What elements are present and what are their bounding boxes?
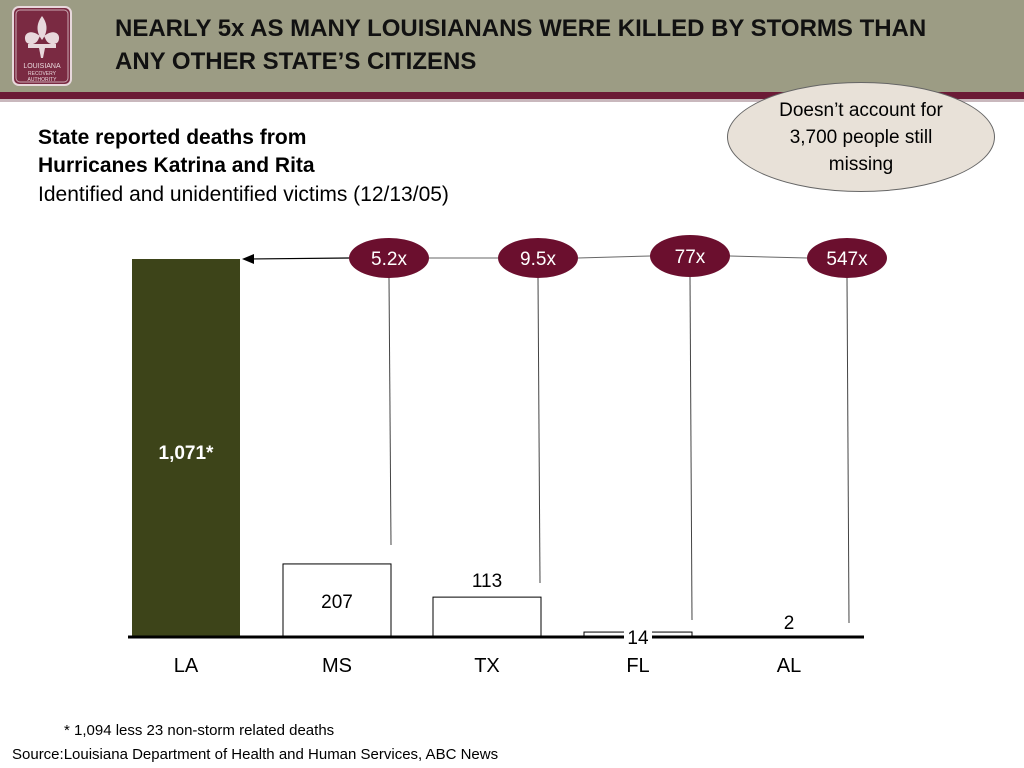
value-label-al: 2 bbox=[784, 613, 795, 634]
ratio-label-fl: 77x bbox=[675, 247, 706, 268]
bar-ms bbox=[282, 563, 392, 638]
missing-people-callout: Doesn’t account for 3,700 people still m… bbox=[727, 82, 995, 192]
connector-line-1 bbox=[577, 255, 651, 259]
connector-line-to-la bbox=[249, 257, 350, 260]
svg-text:AUTHORITY: AUTHORITY bbox=[28, 77, 58, 83]
ratio-label-al: 547x bbox=[826, 249, 868, 270]
ratio-bubble-al bbox=[807, 238, 887, 278]
louisiana-recovery-authority-logo: LOUISIANA RECOVERY AUTHORITY bbox=[12, 6, 72, 86]
bar-la bbox=[132, 259, 240, 637]
arrowhead-to-la bbox=[242, 254, 254, 264]
ratio-bubble-tx bbox=[498, 238, 578, 278]
footnote: * 1,094 less 23 non-storm related deaths bbox=[64, 722, 335, 739]
bar-tx bbox=[432, 596, 542, 638]
value-label-fl: 14 bbox=[627, 628, 649, 649]
ratio-label-tx: 9.5x bbox=[520, 249, 556, 270]
value-label-bg-fl bbox=[624, 627, 652, 647]
subtitle-line-2: Hurricanes Katrina and Rita bbox=[38, 154, 315, 177]
ratio-leader-line-tx bbox=[537, 277, 541, 584]
value-label-tx: 113 bbox=[472, 571, 502, 592]
ratio-label-ms: 5.2x bbox=[371, 249, 407, 270]
value-label-la: 1,071* bbox=[159, 443, 215, 464]
subtitle-line-3: Identified and unidentified victims (12/… bbox=[38, 183, 449, 206]
category-label-ms: MS bbox=[322, 655, 352, 677]
category-label-al: AL bbox=[777, 655, 801, 677]
category-label-tx: TX bbox=[474, 655, 500, 677]
category-label-fl: FL bbox=[626, 655, 649, 677]
category-label-la: LA bbox=[174, 655, 199, 677]
ratio-bubble-ms bbox=[349, 238, 429, 278]
svg-text:RECOVERY: RECOVERY bbox=[28, 71, 57, 77]
header-accent-stripe-light bbox=[0, 99, 1024, 102]
connector-line-2 bbox=[729, 255, 808, 259]
ratio-leader-line-al bbox=[846, 277, 850, 624]
ratio-leader-line-fl bbox=[689, 276, 693, 621]
header-bar bbox=[0, 0, 1024, 92]
chart-subtitle: State reported deaths from Hurricanes Ka… bbox=[38, 124, 598, 210]
svg-text:LOUISIANA: LOUISIANA bbox=[23, 63, 61, 70]
page-title: NEARLY 5x AS MANY LOUISIANANS WERE KILLE… bbox=[115, 15, 927, 75]
subtitle-line-1: State reported deaths from bbox=[38, 126, 307, 149]
value-label-ms: 207 bbox=[321, 592, 353, 613]
ratio-leader-line-ms bbox=[388, 277, 392, 546]
header-accent-stripe bbox=[0, 92, 1024, 99]
ratio-bubble-fl bbox=[650, 235, 730, 277]
source-note: Source:Louisiana Department of Health an… bbox=[12, 746, 499, 763]
